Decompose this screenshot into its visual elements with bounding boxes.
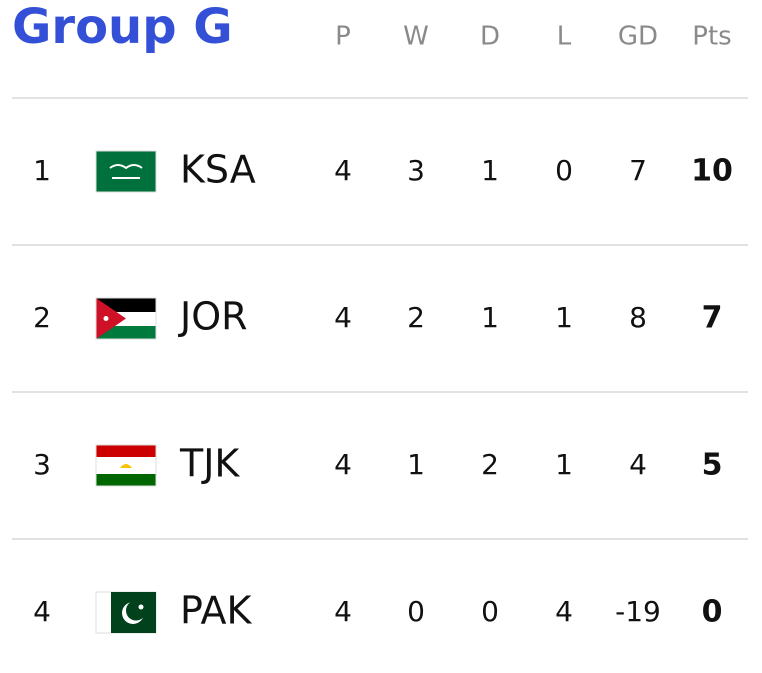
stat: 4: [334, 154, 352, 187]
stat: 4: [334, 595, 352, 628]
flag: [95, 150, 157, 193]
stat: 4: [555, 595, 573, 628]
stat: 1: [555, 301, 573, 334]
column-header: W: [403, 22, 429, 52]
stat: 1: [407, 448, 425, 481]
team-name: TJK: [179, 442, 240, 486]
rank: 2: [33, 301, 51, 334]
stat: 7: [629, 154, 647, 187]
stat: 0: [407, 595, 425, 628]
stat: 0: [555, 154, 573, 187]
column-header: P: [335, 22, 351, 52]
separators: [12, 97, 748, 540]
rank: 4: [33, 595, 51, 628]
points: 0: [702, 595, 723, 630]
stat: -19: [615, 595, 661, 628]
column-header: L: [557, 22, 572, 52]
team-name: JOR: [178, 295, 248, 339]
column-header: D: [480, 22, 500, 52]
stat: 4: [334, 448, 352, 481]
team-name: PAK: [180, 589, 252, 633]
flag: [95, 297, 157, 340]
column-header: GD: [618, 22, 658, 52]
stat: 3: [407, 154, 425, 187]
stat: 1: [481, 301, 499, 334]
flag: [95, 444, 157, 487]
points: 5: [702, 448, 723, 483]
flag: [95, 591, 157, 634]
group-title: Group G: [12, 0, 233, 55]
stat: 2: [407, 301, 425, 334]
rank: 1: [33, 154, 51, 187]
stat: 2: [481, 448, 499, 481]
stat: 0: [481, 595, 499, 628]
stat: 4: [334, 301, 352, 334]
stat: 8: [629, 301, 647, 334]
points: 7: [702, 301, 723, 336]
stat: 1: [555, 448, 573, 481]
points: 10: [691, 154, 733, 189]
rank: 3: [33, 448, 51, 481]
stat: 4: [629, 448, 647, 481]
column-header: Pts: [692, 22, 731, 52]
stat: 1: [481, 154, 499, 187]
team-name: KSA: [180, 148, 256, 192]
